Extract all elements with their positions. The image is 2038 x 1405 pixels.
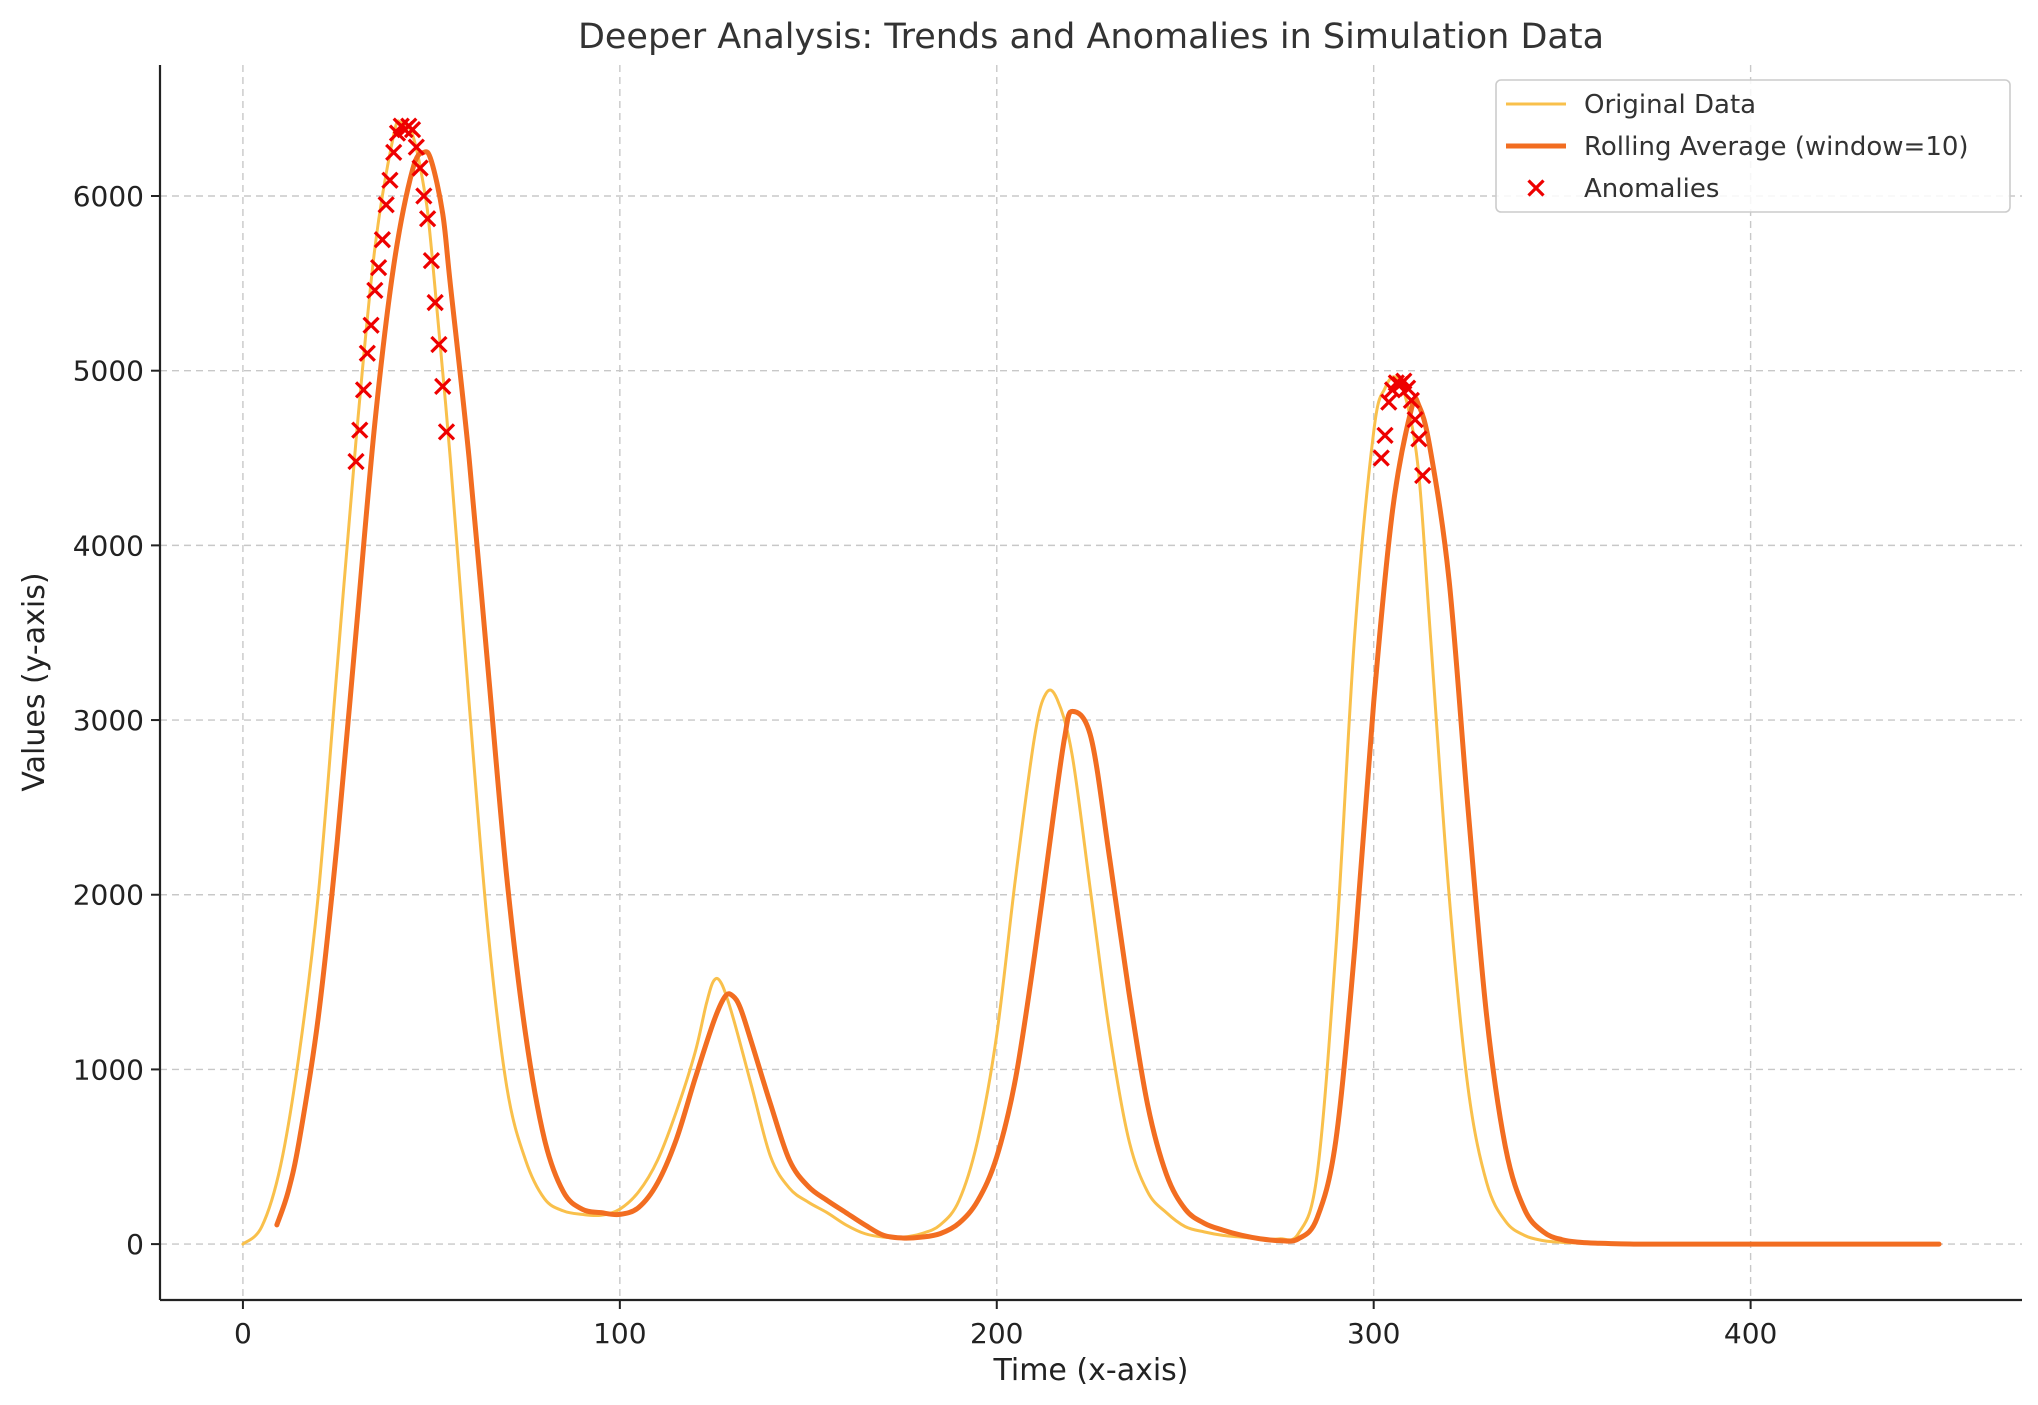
legend-label-anomalies: Anomalies <box>1584 174 1719 204</box>
y-tick-label: 3000 <box>73 704 144 737</box>
anomaly-point <box>373 231 392 249</box>
y-tick-label: 6000 <box>73 180 144 213</box>
anomaly-point <box>347 452 365 471</box>
x-tick-label: 100 <box>593 1317 646 1350</box>
x-axis-label: Time (x-axis) <box>992 1353 1188 1388</box>
anomaly-point <box>354 381 373 399</box>
x-tick-label: 200 <box>970 1317 1023 1350</box>
anomaly-point <box>403 121 422 139</box>
legend-label-original-data: Original Data <box>1584 90 1756 120</box>
y-tick-label: 1000 <box>73 1053 144 1086</box>
anomaly-point <box>1406 410 1424 429</box>
anomaly-point <box>385 143 403 161</box>
anomaly-point <box>434 377 452 396</box>
series-line-original-data <box>241 119 1941 1246</box>
y-tick-label: 5000 <box>73 355 144 388</box>
anomaly-point <box>369 258 388 277</box>
series-points-anomalies <box>347 117 1432 485</box>
axes <box>158 65 2022 1302</box>
legend-swatch-anomalies <box>1527 179 1545 197</box>
anomaly-point <box>1410 430 1428 448</box>
anomaly-point <box>422 252 441 270</box>
plot-area <box>241 117 1942 1247</box>
anomaly-point <box>418 210 437 228</box>
y-axis-label: Values (y-axis) <box>17 572 52 791</box>
anomaly-point <box>377 196 395 214</box>
anomaly-point <box>366 281 384 299</box>
anomaly-point <box>411 159 429 177</box>
anomaly-point <box>1380 393 1398 411</box>
legend-label-rolling-average: Rolling Average (window=10) <box>1584 132 1969 162</box>
anomaly-point <box>407 138 425 156</box>
legend: Original Data Rolling Average (window=10… <box>1495 79 2011 213</box>
anomaly-point <box>381 171 399 189</box>
anomaly-point <box>1372 449 1390 467</box>
series-line-rolling-average-window-10 <box>274 149 1942 1247</box>
anomaly-point <box>1414 466 1432 485</box>
anomaly-point <box>1398 379 1417 397</box>
anomaly-point <box>415 187 433 205</box>
anomaly-legend-marker <box>1527 179 1545 197</box>
y-tick-label: 2000 <box>73 879 144 912</box>
anomaly-point <box>426 293 444 312</box>
anomaly-point <box>1402 391 1421 410</box>
chart-title: Deeper Analysis: Trends and Anomalies in… <box>578 17 1604 57</box>
x-tick-label: 300 <box>1347 1317 1400 1350</box>
anomaly-point <box>362 316 380 334</box>
y-tick-label: 0 <box>126 1228 144 1261</box>
anomaly-point <box>430 335 448 354</box>
anomaly-point <box>358 344 376 362</box>
legend-box <box>1495 79 2011 213</box>
anomaly-point <box>351 421 369 439</box>
anomaly-point <box>1376 426 1394 444</box>
anomaly-point <box>437 423 456 441</box>
y-tick-label: 4000 <box>73 529 144 562</box>
x-tick-label: 0 <box>234 1317 252 1350</box>
x-tick-label: 400 <box>1724 1317 1777 1350</box>
